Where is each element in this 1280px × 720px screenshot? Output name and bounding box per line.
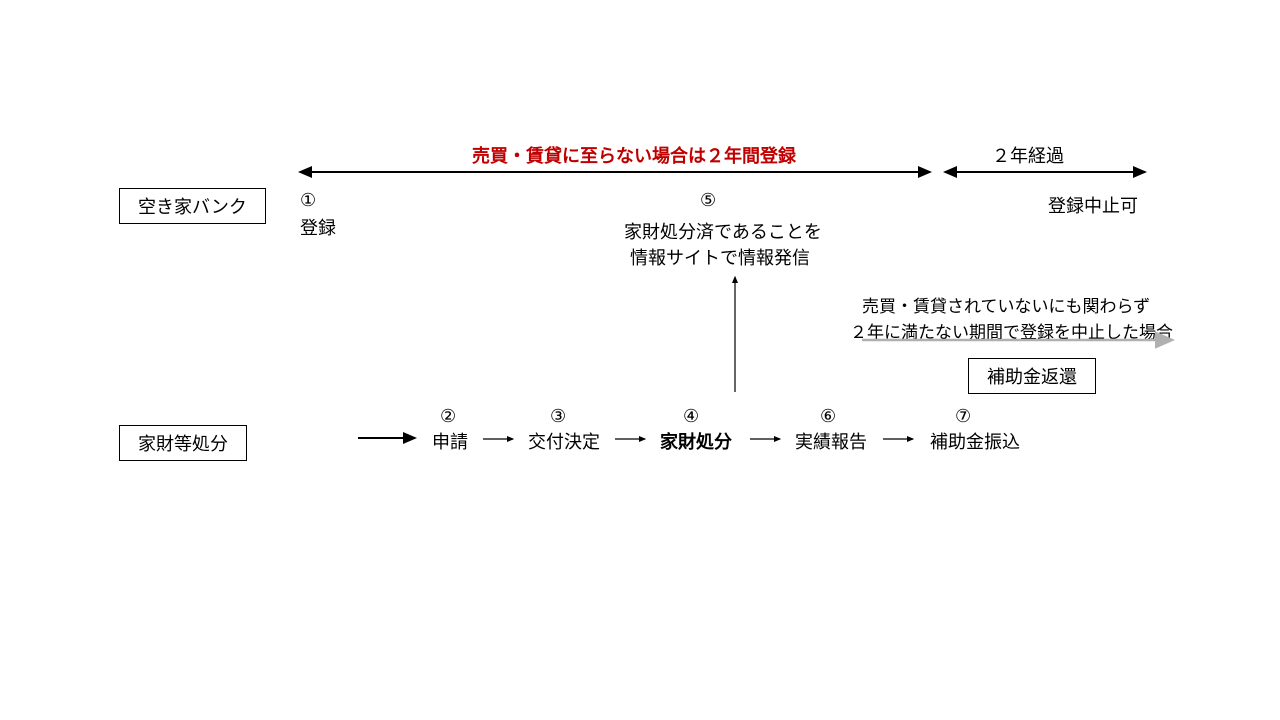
step5-line2: 情報サイトで情報発信 [630,244,810,270]
condition-line2: ２年に満たない期間で登録を中止した場合 [850,318,1173,343]
step5-num: ⑤ [700,190,716,211]
step7-label: 補助金振込 [930,428,1020,454]
red-note: 売買・賃貸に至らない場合は２年間登録 [472,142,796,168]
step7-num: ⑦ [955,406,971,427]
step2-num: ② [440,406,456,427]
step1-num: ① [300,190,316,211]
condition-line1: 売買・賃貸されていないにも関わらず [862,292,1150,317]
two-years-text: ２年経過 [992,142,1064,168]
step6-label: 実績報告 [795,428,867,454]
step4-label: 家財処分 [660,428,732,454]
refund-label: 補助金返還 [987,367,1077,387]
can-stop-text: 登録中止可 [1048,192,1138,218]
track1-label: 空き家バンク [138,197,247,217]
step3-num: ③ [550,406,566,427]
track2-label-box: 家財等処分 [119,425,247,461]
step6-num: ⑥ [820,406,836,427]
step4-num: ④ [683,406,699,427]
step3-label: 交付決定 [528,428,600,454]
track1-label-box: 空き家バンク [119,188,266,224]
refund-box: 補助金返還 [968,358,1096,394]
step2-label: 申請 [432,428,468,454]
track2-label: 家財等処分 [138,434,228,454]
step1-label: 登録 [300,214,336,240]
step5-line1: 家財処分済であることを [624,218,822,244]
